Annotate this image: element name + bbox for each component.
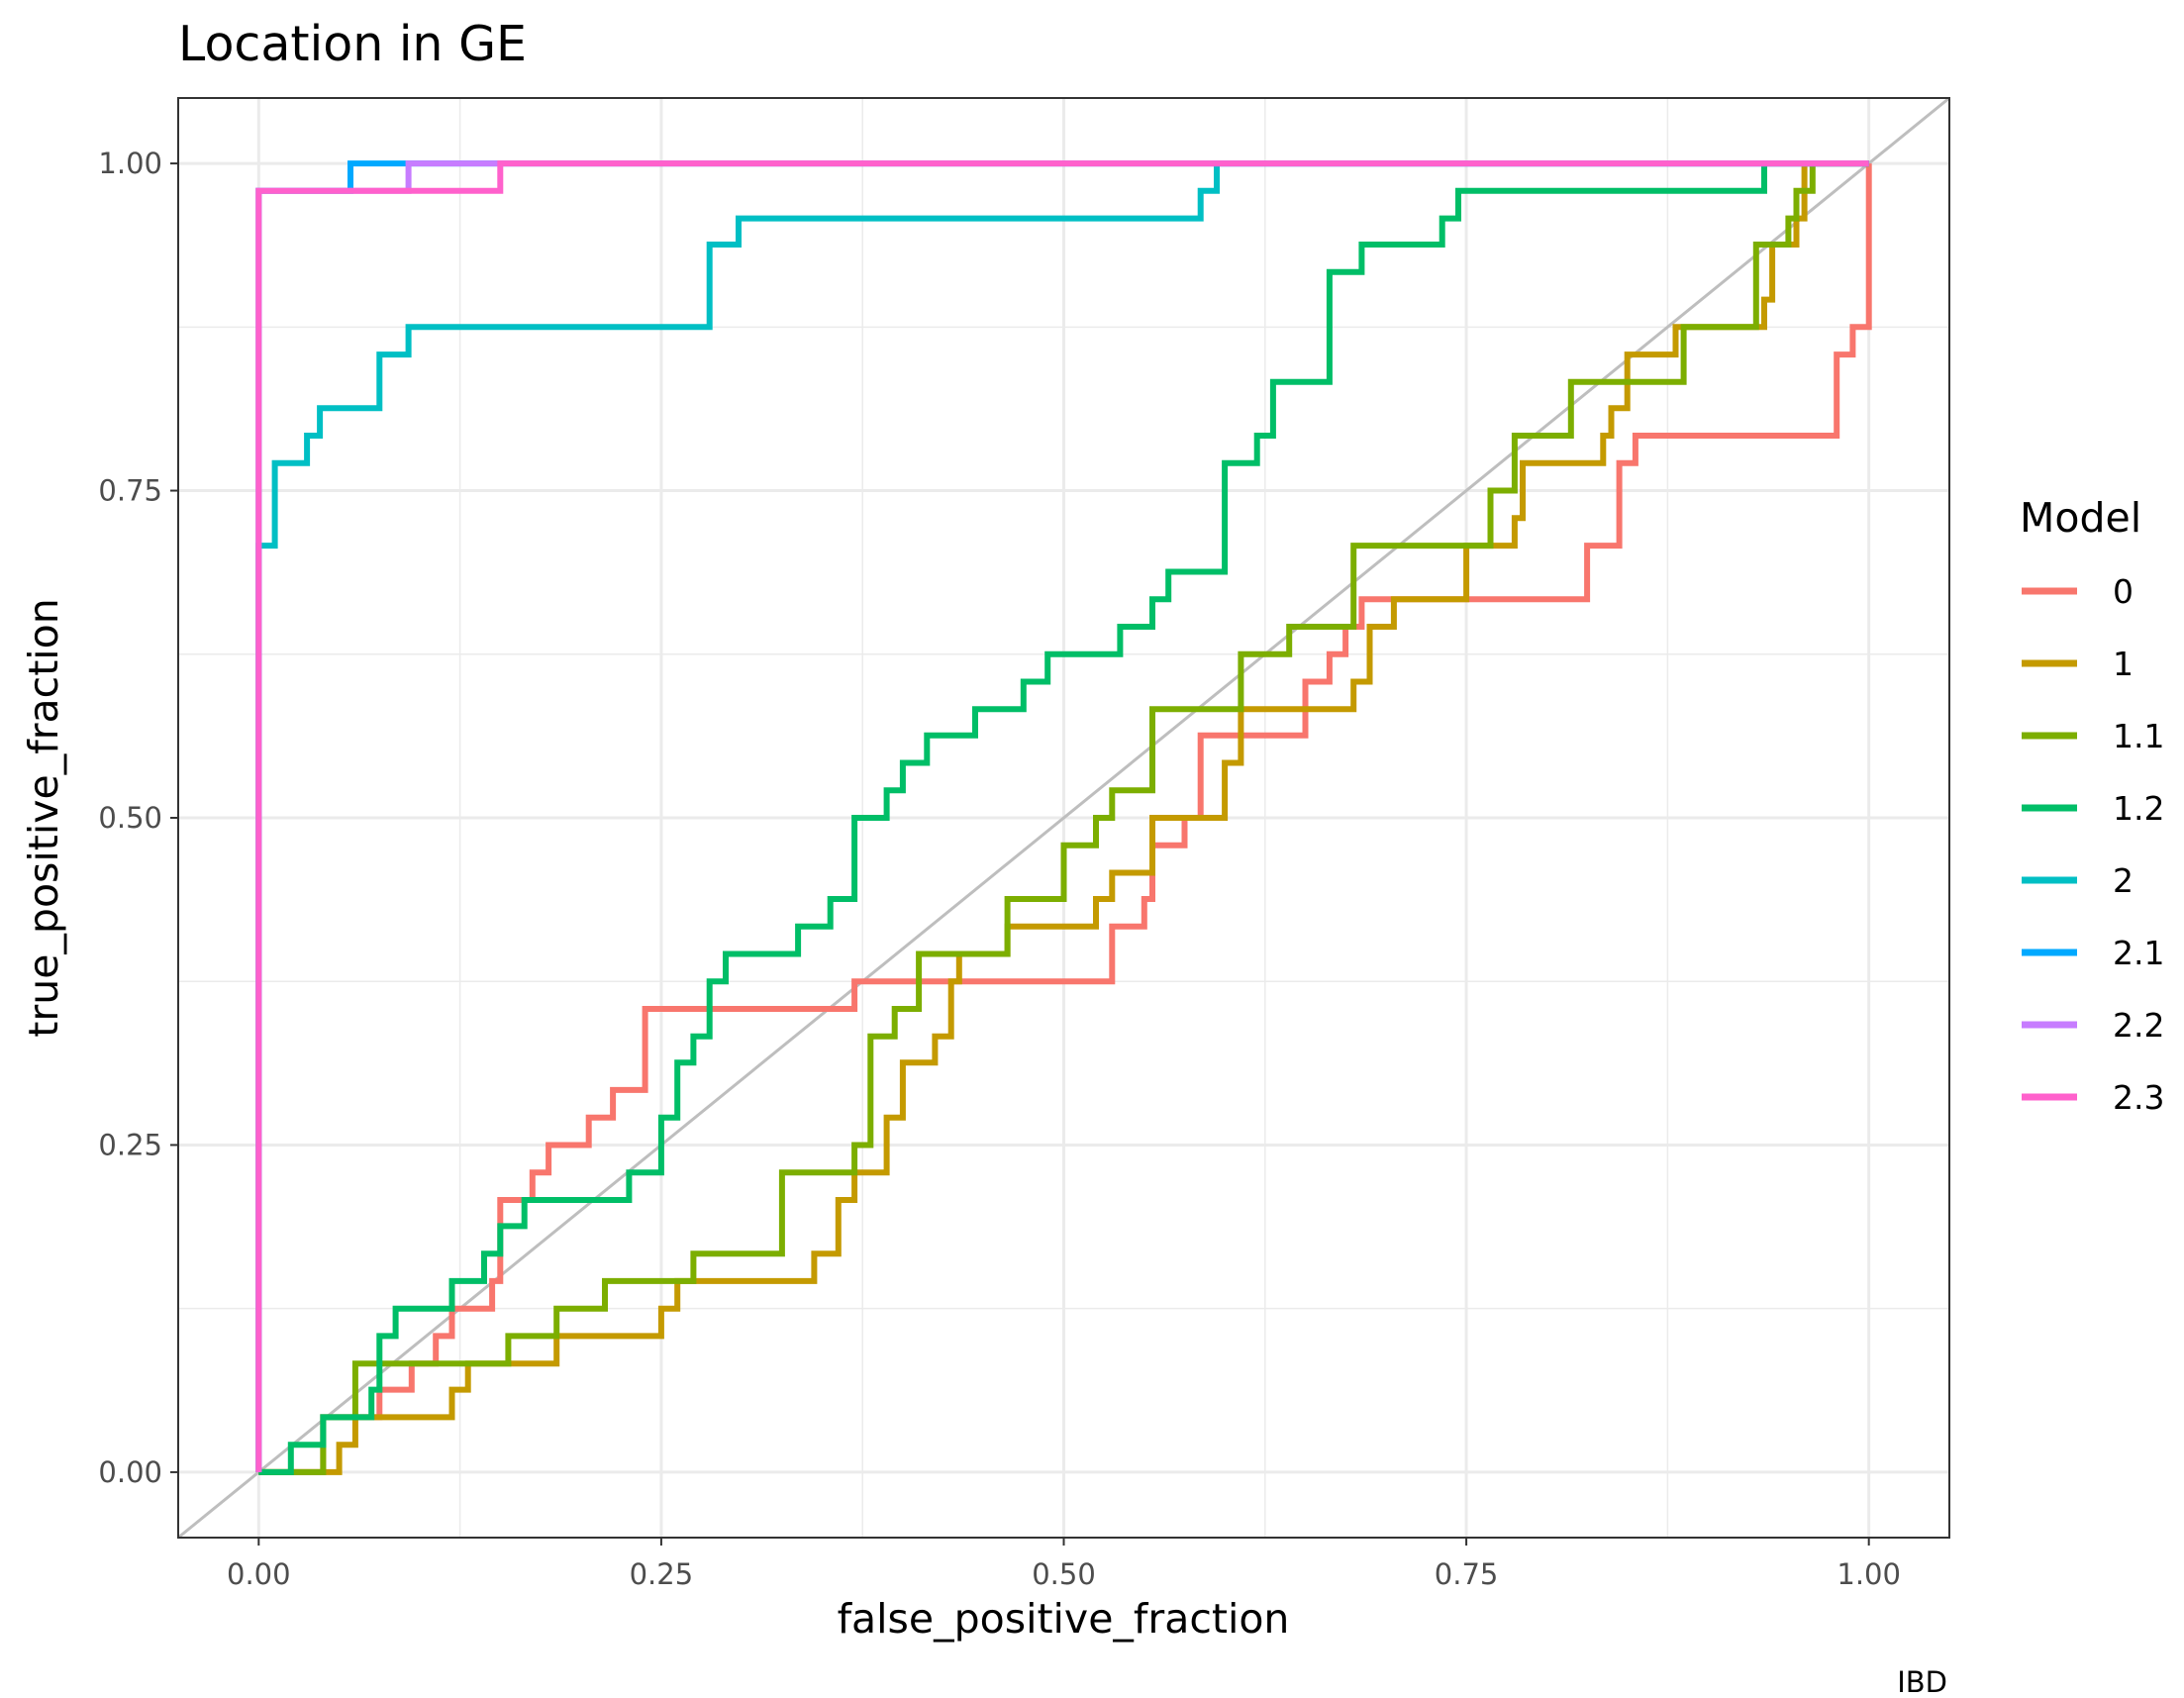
x-tick-label: 0.00 — [227, 1557, 291, 1591]
legend-label-2-3: 2.3 — [2113, 1078, 2164, 1117]
y-axis-title: true_positive_fraction — [20, 598, 67, 1037]
chart-title: Location in GE — [178, 16, 527, 72]
x-axis-ticks: 0.00 0.25 0.50 0.75 1.00 — [227, 1538, 1901, 1591]
legend-label-2-2: 2.2 — [2113, 1006, 2164, 1045]
y-tick-label: 0.00 — [98, 1455, 162, 1489]
y-tick-label: 0.25 — [98, 1128, 162, 1161]
diagonal-reference-line — [177, 96, 1950, 1540]
x-tick-label: 0.25 — [630, 1557, 694, 1591]
legend: Model 0 1 1.1 1.2 2 2.1 2.2 2.3 — [2020, 494, 2164, 1117]
y-axis-ticks: 0.00 0.25 0.50 0.75 1.00 — [98, 147, 178, 1489]
legend-label-1-2: 1.2 — [2113, 789, 2164, 828]
chart-caption: IBD — [1897, 1665, 1947, 1698]
series-line-1-2 — [258, 160, 1869, 1475]
x-tick-label: 0.75 — [1435, 1557, 1499, 1591]
series-line-1-1 — [258, 160, 1869, 1475]
legend-label-2: 2 — [2113, 861, 2134, 900]
legend-label-0: 0 — [2113, 572, 2134, 611]
series-line-2-3 — [255, 160, 1869, 1472]
x-tick-label: 1.00 — [1837, 1557, 1901, 1591]
legend-label-1: 1 — [2113, 645, 2134, 683]
series-line-1 — [258, 160, 1869, 1475]
series-lines — [255, 160, 1872, 1475]
legend-label-1-1: 1.1 — [2113, 717, 2164, 755]
y-tick-label: 0.75 — [98, 474, 162, 508]
legend-label-2-1: 2.1 — [2113, 934, 2164, 972]
series-line-0 — [258, 163, 1872, 1475]
legend-items: 0 1 1.1 1.2 2 2.1 2.2 2.3 — [2022, 572, 2164, 1117]
y-tick-label: 1.00 — [98, 147, 162, 180]
y-tick-label: 0.50 — [98, 801, 162, 835]
x-axis-title: false_positive_fraction — [838, 1595, 1290, 1643]
plot-panel — [177, 96, 1950, 1540]
legend-title: Model — [2020, 494, 2141, 542]
series-line-2 — [255, 160, 1869, 1472]
x-tick-label: 0.50 — [1032, 1557, 1096, 1591]
